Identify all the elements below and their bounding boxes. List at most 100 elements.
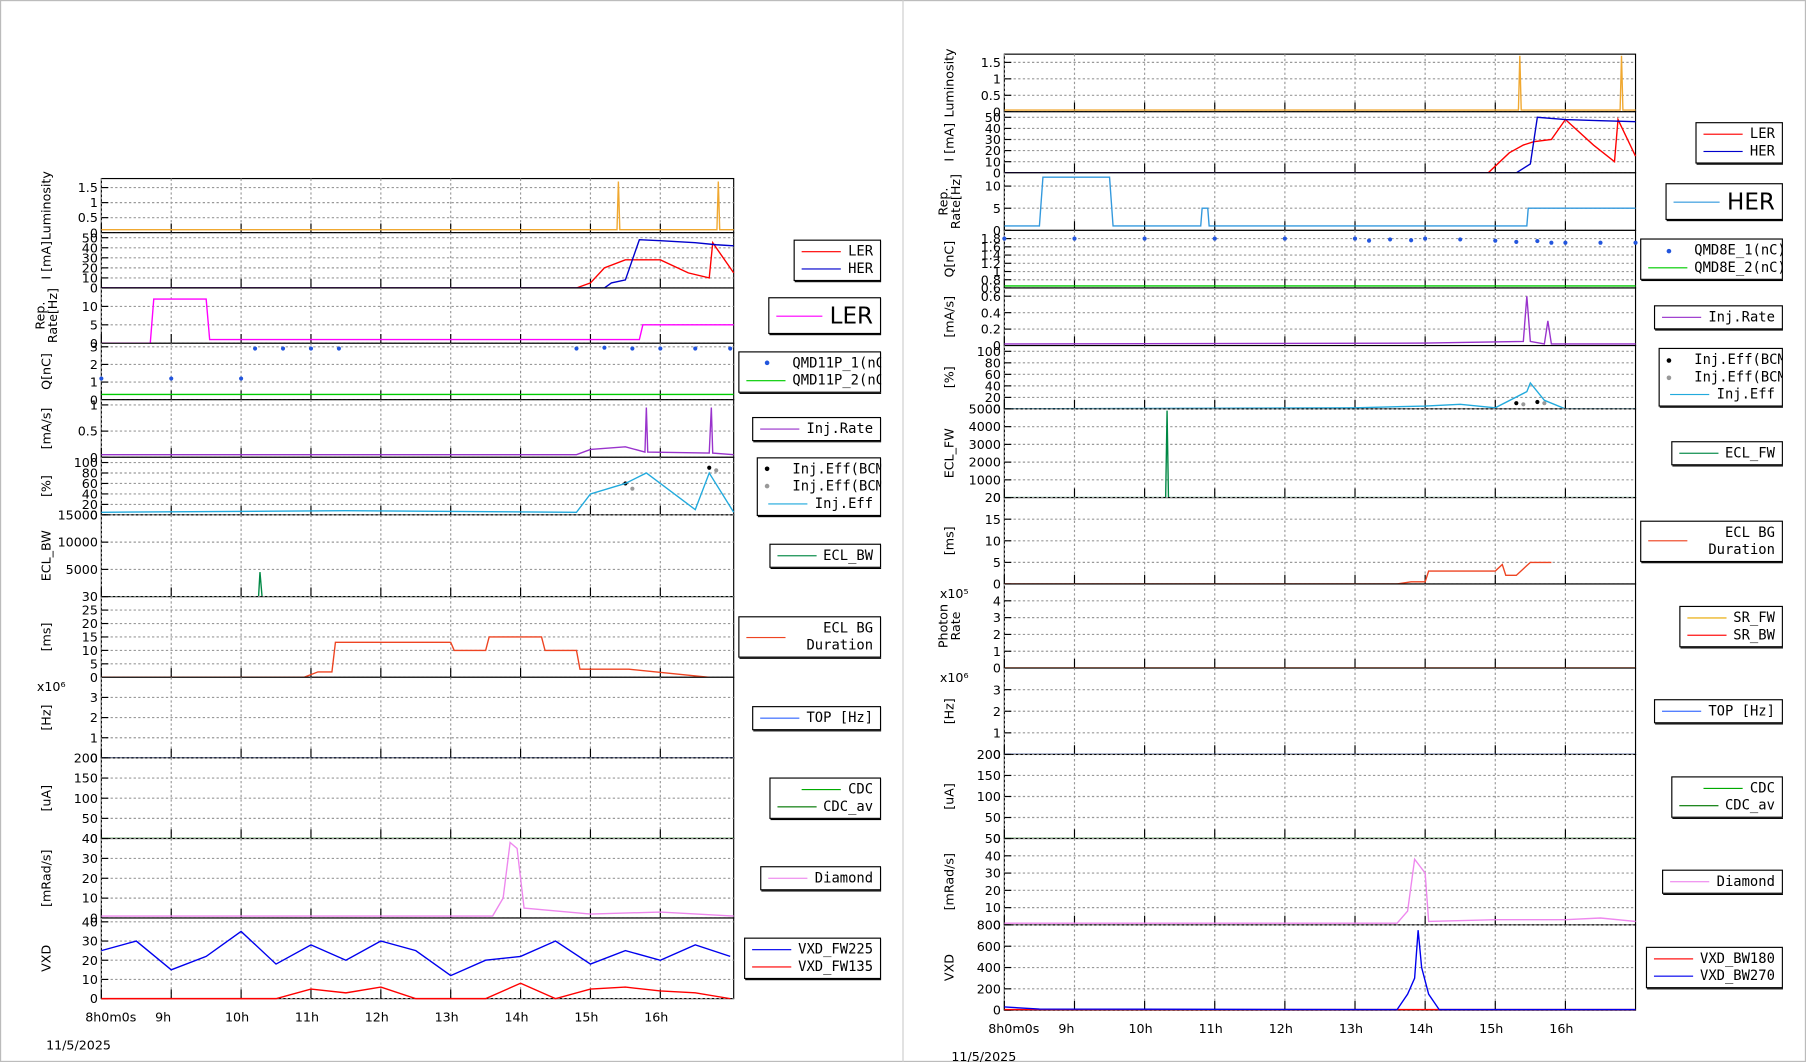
legend-swatch [1653, 958, 1694, 960]
legend: ECL_FW [1670, 441, 1783, 466]
y-tick-label: 0 [90, 670, 98, 685]
legend-swatch [752, 966, 792, 968]
y-tick-label: 50 [985, 110, 1001, 125]
legend-label: ECL_FW [1724, 444, 1775, 461]
legend-wrap: ECL BG Duration [651, 591, 882, 683]
y-tick-label: 40 [82, 487, 98, 502]
legend-label: Inj.Eff [1716, 385, 1775, 402]
y-axis-label: I [mA] [39, 241, 54, 280]
legend-label: VXD_FW135 [798, 958, 874, 975]
series-line [101, 471, 735, 513]
y-tick-label: 0.5 [78, 210, 98, 225]
x-tick-label: 15h [1479, 1021, 1503, 1036]
y-tick-label: 0.4 [981, 305, 1001, 320]
legend-swatch [760, 717, 800, 719]
y-tick-label: 1 [993, 264, 1001, 279]
legend-swatch [1666, 357, 1672, 363]
y-tick-label: 80 [82, 466, 98, 481]
y-tick-label: 10 [82, 972, 98, 987]
y-tick-label: 0 [993, 577, 1001, 592]
y-tick-label: 10 [82, 299, 98, 314]
legend: Inj.Rate [752, 416, 882, 441]
y-tick-label: 50 [985, 810, 1001, 825]
legend-swatch [1662, 710, 1702, 712]
legend-entry: Inj.Eff(BCM2) [1666, 369, 1783, 386]
x-tick-label: 13h [1339, 1021, 1363, 1036]
y-tick-label: 0 [993, 661, 1001, 676]
y-tick-label: 600 [977, 939, 1001, 954]
data-point [1521, 402, 1526, 407]
series-line [1004, 561, 1552, 585]
data-point [714, 468, 719, 473]
legend-box: SR_FW SR_BW [1679, 605, 1783, 647]
y-tick-label: 150 [977, 768, 1001, 783]
legend-box: ECL_BW [768, 543, 882, 568]
series-line [1004, 857, 1636, 924]
y-tick-label: 20 [82, 871, 98, 886]
y-tick-label: 20 [82, 497, 98, 512]
y-tick-label: 20 [82, 260, 98, 275]
y-tick-label: 3 [90, 339, 98, 354]
y-tick-label: 200 [74, 751, 98, 766]
y-tick-label: 0 [993, 1003, 1001, 1018]
data-point [1352, 236, 1358, 241]
y-axis-label: [ms] [942, 526, 957, 555]
legend-label: Inj.Rate [806, 419, 874, 436]
legend-label: ECL_BW [823, 547, 874, 564]
y-tick-label: 10 [82, 643, 98, 658]
y-tick-label: 0 [993, 104, 1001, 119]
y-axis-label: [%] [39, 475, 54, 497]
legend-swatch [1687, 616, 1727, 618]
legend-box: Inj.Rate [752, 416, 882, 441]
y-tick-label: 20 [985, 490, 1001, 505]
data-point [1542, 401, 1547, 406]
legend-entry: QMD11P_1(nC) [746, 354, 881, 371]
legend-entry: VXD_FW135 [752, 958, 873, 975]
y-tick-label: 20 [82, 616, 98, 631]
y-tick-label: 0 [993, 402, 1001, 417]
legend: Diamond [1662, 869, 1783, 894]
legend-wrap: ECL_BW [651, 510, 882, 602]
legend-wrap: Inj.Eff(BCM1)Inj.Eff(BCM2)Inj.Eff [651, 440, 882, 532]
y-tick-label: 0 [993, 165, 1001, 180]
y-tick-label: 3000 [969, 437, 1001, 452]
y-axis-label: Q[nC] [942, 241, 957, 278]
legend-entry: HER [1674, 187, 1775, 216]
legend-label: Inj.Rate [1708, 308, 1775, 325]
legend-swatch [802, 251, 842, 253]
panel-frame [100, 757, 735, 840]
legend-box: ECL BG Duration [1640, 520, 1783, 562]
x-tick-label: 16h [1549, 1021, 1573, 1036]
panel-frame [1003, 837, 1637, 926]
series-line [1004, 116, 1637, 174]
legend-label: LER [829, 301, 874, 330]
legend-label: HER [1727, 187, 1775, 216]
y-tick-label: 0 [90, 225, 98, 240]
y-tick-label: 0 [993, 490, 1001, 505]
legend-swatch [768, 877, 808, 879]
y-tick-label: 800 [977, 918, 1001, 933]
legend-label: LER [848, 243, 874, 260]
y-tick-label: 15000 [58, 507, 98, 522]
y-axis-label: [%] [942, 366, 957, 388]
legend-entry: LER [776, 301, 874, 330]
data-point [1458, 237, 1463, 242]
legend-entry: CDC_av [1678, 796, 1775, 813]
x-tick-label: 11h [1199, 1021, 1223, 1036]
data-point [1514, 239, 1519, 244]
y-tick-label: 40 [985, 378, 1001, 393]
y-tick-label: 0 [993, 747, 1001, 762]
data-point [602, 345, 607, 350]
panel-frame [100, 676, 735, 759]
data-point [1409, 238, 1414, 243]
data-point [1549, 240, 1554, 245]
y-tick-label: 200 [977, 747, 1001, 762]
legend-label: VXD_BW270 [1699, 967, 1775, 984]
panel-frame [100, 287, 735, 344]
data-point [1563, 240, 1568, 245]
y-axis-label: Rate[Hz] [45, 288, 60, 343]
legend-label: TOP [Hz] [1708, 702, 1775, 719]
